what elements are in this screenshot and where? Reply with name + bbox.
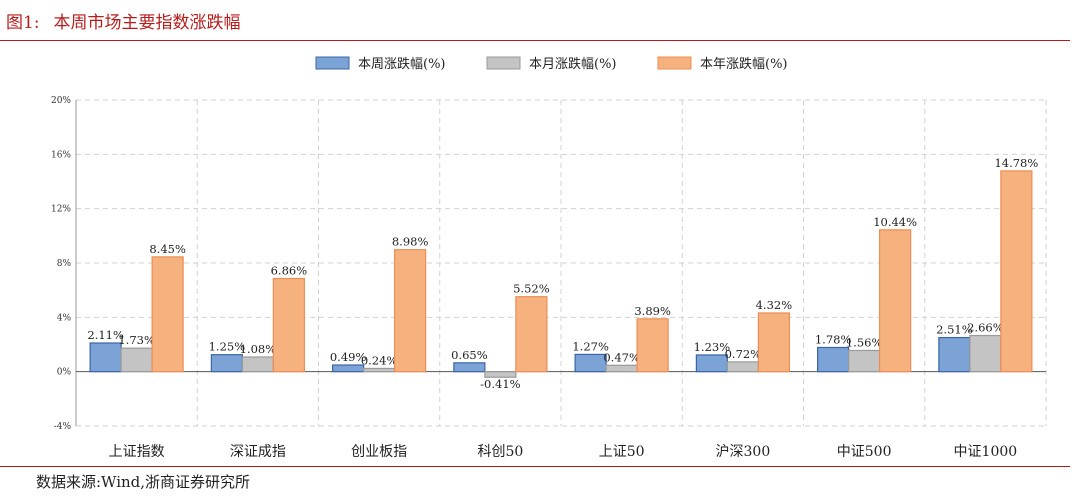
figure-label: 图1: — [6, 13, 40, 33]
data-label: 2.11% — [87, 328, 124, 342]
bar-year — [1000, 170, 1033, 373]
bar-month — [241, 356, 274, 373]
data-label: 5.52% — [513, 282, 550, 296]
x-tick-label: 沪深300 — [716, 444, 771, 460]
x-tick-label: 中证1000 — [954, 444, 1018, 460]
data-label: 8.98% — [392, 235, 429, 249]
bar-month — [848, 349, 881, 373]
x-tick-label: 科创50 — [477, 444, 523, 460]
legend-label: 本年涨跌幅(%) — [700, 56, 788, 72]
data-label: 10.44% — [873, 215, 917, 229]
bar-year — [757, 312, 790, 373]
data-label: 3.89% — [634, 304, 671, 318]
bar-year — [394, 249, 427, 373]
data-label: 1.56% — [846, 335, 883, 349]
bar-week — [938, 336, 971, 373]
bar-month — [969, 334, 1002, 373]
bar-month — [120, 347, 153, 373]
bar-year — [636, 318, 669, 373]
data-label: 2.66% — [967, 321, 1004, 335]
figure-title: 图1: 本周市场主要指数涨跌幅 — [6, 8, 241, 33]
data-label: 0.72% — [725, 347, 762, 361]
legend-swatch — [486, 56, 521, 70]
bar-week — [453, 362, 486, 373]
bar-month — [605, 364, 638, 373]
x-tick-label: 中证500 — [837, 444, 892, 460]
bar-week — [210, 354, 243, 373]
data-label: 8.45% — [149, 242, 186, 256]
data-label: 0.24% — [361, 353, 398, 367]
bar-month — [726, 361, 759, 373]
data-label: 0.65% — [451, 348, 488, 362]
bar-week — [817, 346, 850, 373]
data-label: 1.73% — [118, 333, 155, 347]
data-label: 14.78% — [994, 156, 1038, 170]
y-tick-label: 4% — [57, 313, 72, 323]
data-label: 1.25% — [209, 340, 246, 354]
y-tick-label: -4% — [54, 422, 72, 432]
data-label: 4.32% — [756, 298, 793, 312]
x-tick-label: 深证成指 — [230, 444, 286, 460]
bar-month — [484, 371, 517, 378]
y-tick-label: 16% — [51, 150, 71, 160]
bar-week — [695, 354, 728, 373]
data-label: 1.08% — [240, 342, 277, 356]
bar-week — [574, 353, 607, 373]
data-label: -0.41% — [480, 377, 520, 391]
data-label: 6.86% — [271, 263, 308, 277]
bar-week — [332, 364, 365, 373]
bar-week — [89, 342, 122, 373]
bar-chart: -4% 0% 4% 8% 12% 16% 20% 2.11%1.73% 8.45% 上证指数 1.2… — [51, 56, 1047, 460]
legend-swatch — [315, 56, 350, 70]
title-rule — [0, 40, 1070, 41]
source-note: 数据来源:Wind,浙商证券研究所 — [36, 473, 251, 491]
figure-title-text: 本周市场主要指数涨跌幅 — [53, 13, 241, 33]
y-tick-label: 12% — [51, 205, 71, 215]
y-tick-label: 8% — [57, 259, 72, 269]
y-tick-label: 0% — [57, 368, 72, 378]
source-rule — [0, 466, 1070, 467]
data-label: 1.23% — [694, 340, 731, 354]
legend-label: 本周涨跌幅(%) — [358, 56, 446, 72]
data-label: 2.51% — [936, 323, 973, 337]
y-tick-label: 20% — [51, 96, 71, 106]
data-label: 0.47% — [603, 350, 640, 364]
x-tick-label: 上证指数 — [109, 444, 165, 460]
legend-label: 本月涨跌幅(%) — [529, 56, 617, 72]
bar-year — [515, 296, 548, 373]
legend-swatch — [657, 56, 692, 70]
bar-year — [151, 256, 184, 373]
bar-year — [879, 229, 912, 373]
x-tick-label: 上证50 — [599, 444, 645, 460]
x-tick-label: 创业板指 — [351, 444, 407, 460]
bar-month — [363, 367, 396, 373]
data-label: 0.49% — [330, 350, 367, 364]
data-label: 1.78% — [815, 332, 852, 346]
data-label: 1.27% — [572, 339, 609, 353]
bar-year — [272, 277, 305, 373]
